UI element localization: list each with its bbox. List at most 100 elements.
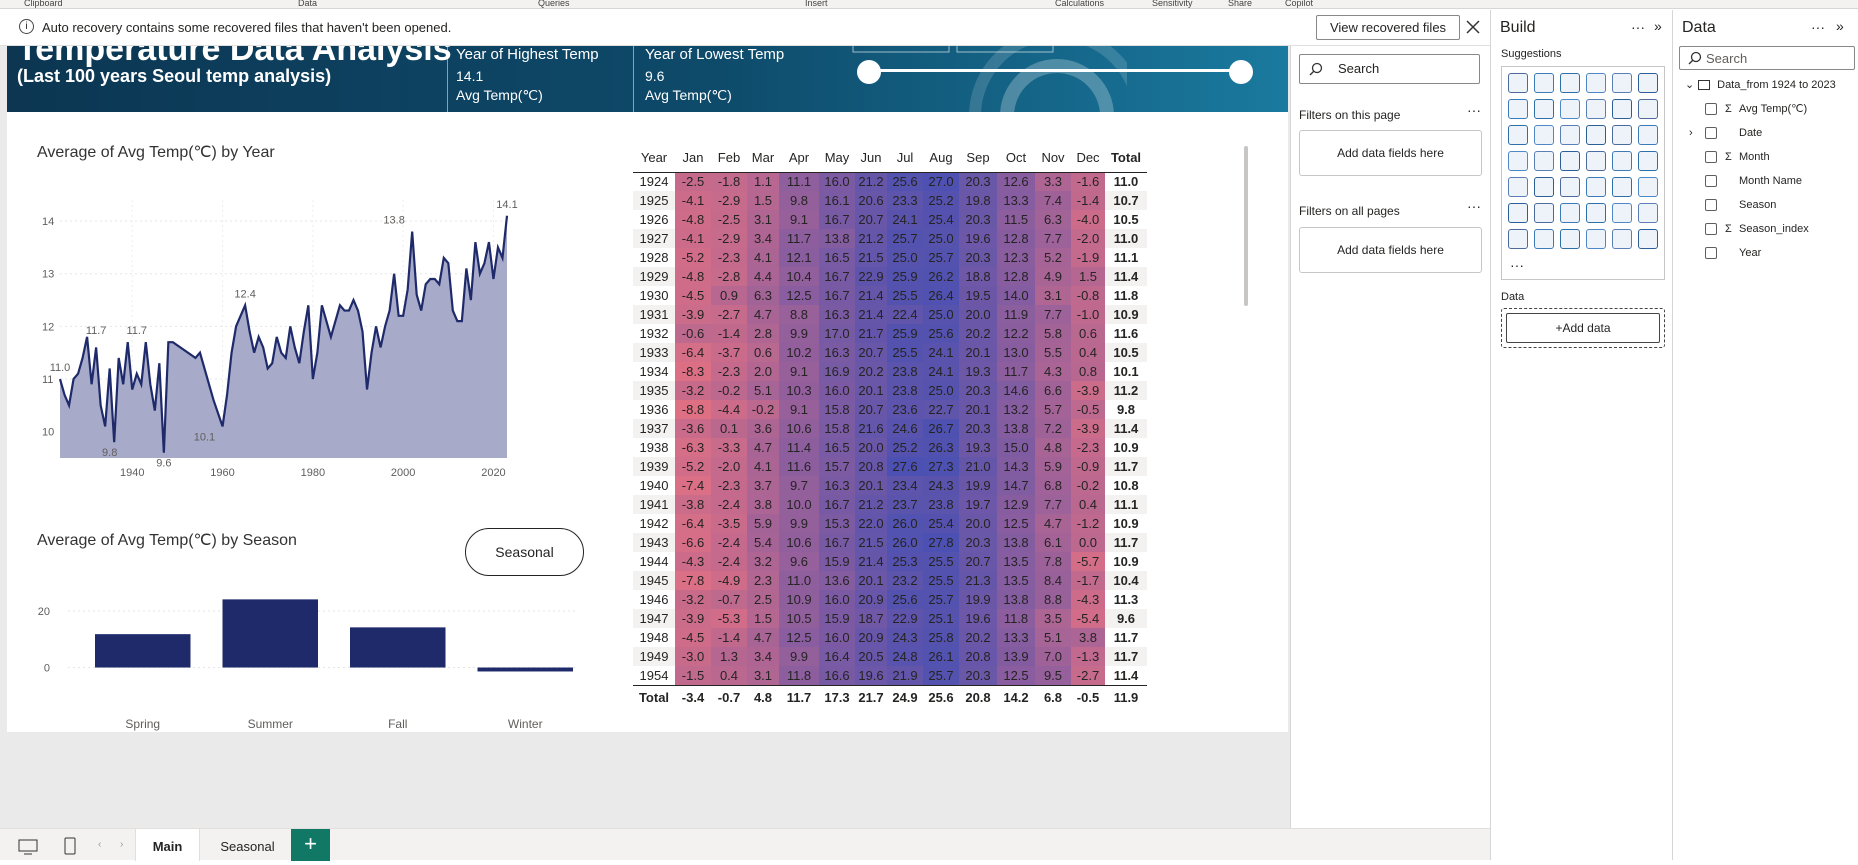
desktop-view-icon[interactable] (18, 839, 38, 855)
collapse-pane-icon[interactable]: » (1654, 18, 1662, 34)
filters-page-drop-zone[interactable]: Add data fields here (1299, 130, 1482, 176)
field-item[interactable]: Σ Season_index (1687, 218, 1857, 240)
matrix-visual[interactable]: Year Jan Feb Mar Apr May Jun Jul Aug Sep Oct Nov Dec… (633, 144, 1161, 734)
visual-type-icon[interactable] (1638, 125, 1658, 145)
ribbon-group-sensitivity[interactable]: Sensitivity (1152, 0, 1193, 8)
field-item[interactable]: Season (1687, 194, 1857, 216)
column-header[interactable]: Nov (1035, 144, 1071, 173)
visual-type-icon[interactable] (1586, 229, 1606, 249)
column-header[interactable]: Year (633, 144, 675, 173)
filters-all-drop-zone[interactable]: Add data fields here (1299, 227, 1482, 273)
visual-type-icon[interactable] (1612, 203, 1632, 223)
field-checkbox[interactable] (1705, 223, 1717, 235)
visual-type-icon[interactable] (1612, 99, 1632, 119)
seasonal-button[interactable]: Seasonal (465, 528, 584, 576)
tab-seasonal[interactable]: Seasonal (220, 839, 275, 854)
column-header[interactable]: Oct (997, 144, 1035, 173)
tab-main[interactable]: Main (135, 829, 200, 861)
ribbon-group-calculations[interactable]: Calculations (1055, 0, 1105, 8)
visual-type-icon[interactable] (1508, 73, 1528, 93)
ribbon-group-queries[interactable]: Queries (538, 0, 570, 8)
visual-type-icon[interactable] (1638, 151, 1658, 171)
year-slider-end-handle[interactable] (1229, 60, 1253, 84)
visual-type-icon[interactable] (1586, 99, 1606, 119)
visual-type-icon[interactable] (1508, 203, 1528, 223)
visual-type-icon[interactable] (1612, 151, 1632, 171)
chevron-right-icon[interactable]: › (1689, 127, 1693, 139)
column-header[interactable]: Mar (747, 144, 779, 173)
field-checkbox[interactable] (1705, 175, 1717, 187)
visual-type-icon[interactable] (1534, 203, 1554, 223)
field-checkbox[interactable] (1705, 247, 1717, 259)
field-checkbox[interactable] (1705, 199, 1717, 211)
column-header[interactable]: Jun (855, 144, 887, 173)
column-header[interactable]: Aug (923, 144, 959, 173)
more-options-icon[interactable]: ··· (1467, 102, 1481, 118)
close-icon[interactable] (1466, 20, 1480, 34)
visual-type-icon[interactable] (1534, 99, 1554, 119)
visual-type-icon[interactable] (1534, 125, 1554, 145)
visual-type-icon[interactable] (1586, 125, 1606, 145)
visual-type-icon[interactable] (1612, 229, 1632, 249)
visual-type-icon[interactable] (1586, 177, 1606, 197)
column-header[interactable]: Sep (959, 144, 997, 173)
visual-type-icon[interactable] (1560, 99, 1580, 119)
visual-type-icon[interactable] (1612, 125, 1632, 145)
visual-type-icon[interactable] (1508, 177, 1528, 197)
year-slider-start-handle[interactable] (857, 60, 881, 84)
field-item[interactable]: › Date (1687, 122, 1857, 144)
field-checkbox[interactable] (1705, 127, 1717, 139)
visual-type-icon[interactable] (1508, 125, 1528, 145)
visual-type-icon[interactable] (1586, 203, 1606, 223)
ribbon-group-data[interactable]: Data (298, 0, 318, 8)
scroll-left-icon[interactable]: ‹ (98, 839, 102, 850)
add-data-button[interactable]: +Add data (1506, 313, 1660, 343)
visual-type-icon[interactable] (1612, 177, 1632, 197)
field-item[interactable]: Year (1687, 242, 1857, 264)
visual-type-icon[interactable] (1638, 203, 1658, 223)
filters-search-input[interactable]: Search (1299, 54, 1480, 84)
visual-type-icon[interactable] (1560, 229, 1580, 249)
column-header[interactable]: Jan (675, 144, 711, 173)
matrix-scrollbar[interactable] (1244, 146, 1248, 306)
more-visuals-icon[interactable]: ··· (1510, 257, 1524, 273)
visual-type-icon[interactable] (1638, 177, 1658, 197)
visual-type-icon[interactable] (1560, 203, 1580, 223)
more-options-icon[interactable]: ··· (1811, 19, 1825, 35)
more-options-icon[interactable]: ··· (1467, 198, 1481, 214)
more-options-icon[interactable]: ··· (1631, 19, 1645, 35)
visual-type-icon[interactable] (1534, 151, 1554, 171)
visual-type-icon[interactable] (1612, 73, 1632, 93)
column-header[interactable]: Jul (887, 144, 923, 173)
visual-type-icon[interactable] (1508, 151, 1528, 171)
column-header[interactable]: May (819, 144, 855, 173)
collapse-pane-icon[interactable]: » (1836, 18, 1844, 34)
field-item[interactable]: Month Name (1687, 170, 1857, 192)
table-node[interactable]: ⌄ Data_from 1924 to 2023 (1685, 78, 1836, 91)
visual-type-icon[interactable] (1638, 99, 1658, 119)
view-recovered-files-button[interactable]: View recovered files (1316, 15, 1460, 40)
column-header[interactable]: Total (1105, 144, 1147, 173)
add-page-button[interactable]: + (291, 829, 330, 861)
data-search-input[interactable]: Search (1679, 46, 1855, 70)
field-checkbox[interactable] (1705, 103, 1717, 115)
visual-type-icon[interactable] (1560, 125, 1580, 145)
line-chart[interactable]: 10 11 12 13 14 1940 1960 1980 2000 2020 11.0 11.7 9.… (10, 164, 620, 564)
mobile-view-icon[interactable] (64, 837, 76, 855)
bar-chart[interactable]: 0 20 Spring Summer Fall Winter (10, 580, 610, 776)
visual-type-icon[interactable] (1638, 229, 1658, 249)
visual-type-icon[interactable] (1560, 151, 1580, 171)
scroll-right-icon[interactable]: › (120, 839, 124, 850)
visual-type-icon[interactable] (1560, 177, 1580, 197)
ribbon-group-share[interactable]: Share (1228, 0, 1253, 8)
ribbon-group-clipboard[interactable]: Clipboard (24, 0, 63, 8)
field-item[interactable]: Σ Avg Temp(℃) (1687, 98, 1857, 120)
visual-type-icon[interactable] (1586, 151, 1606, 171)
visual-type-icon[interactable] (1534, 177, 1554, 197)
field-item[interactable]: Σ Month (1687, 146, 1857, 168)
field-checkbox[interactable] (1705, 151, 1717, 163)
visual-type-icon[interactable] (1534, 73, 1554, 93)
column-header[interactable]: Feb (711, 144, 747, 173)
visual-type-icon[interactable] (1638, 73, 1658, 93)
visual-type-icon[interactable] (1508, 99, 1528, 119)
